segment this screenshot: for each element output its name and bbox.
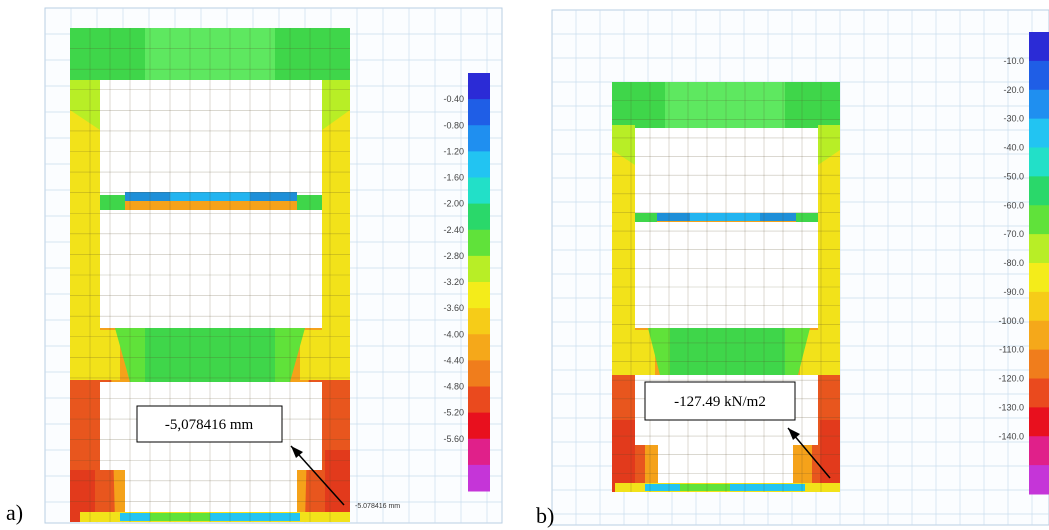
legend-swatch: [468, 308, 490, 335]
legend-tick-label: -20.0: [1003, 85, 1024, 95]
legend-swatch: [468, 464, 490, 492]
legend-swatch: [1029, 465, 1049, 495]
legend-swatch: [1029, 176, 1049, 206]
legend-tick-label: -90.0: [1003, 287, 1024, 297]
legend-tick-label: -60.0: [1003, 200, 1024, 210]
legend-swatch: [468, 438, 490, 466]
legend-tick-label: -4.00: [443, 329, 464, 339]
legend-tick-label: -2.40: [443, 225, 464, 235]
legend-swatch: [468, 151, 490, 178]
legend-tick-label: -70.0: [1003, 229, 1024, 239]
legend-swatch: [1029, 263, 1049, 293]
legend-swatch: [1029, 378, 1049, 408]
legend-tick-label: -140.0: [998, 431, 1024, 441]
panel-label-b: b): [536, 503, 555, 528]
legend-swatch: [468, 73, 490, 100]
legend-swatch: [468, 255, 490, 283]
legend-swatch: [1029, 291, 1049, 322]
color-legend-b: -10.0 -20.0 -30.0 -40.0 -50.0 -60.0 -70.0 -80.0…: [998, 32, 1049, 495]
callout-text-b: -127.49 kN/m2: [674, 394, 766, 410]
legend-tick-label: -5.20: [443, 408, 464, 418]
panel-a: -0.40 -0.80 -1.20 -1.60 -2.00 -2.40 -2.80 -3.20…: [0, 0, 520, 530]
legend-tick-label: -30.0: [1003, 114, 1024, 124]
legend-tick-label: -1.20: [443, 146, 464, 156]
color-legend-a: -0.40 -0.80 -1.20 -1.60 -2.00 -2.40 -2.80 -3.20…: [443, 73, 490, 492]
legend-tick-label: -80.0: [1003, 258, 1024, 268]
legend-tick-label: -1.60: [443, 173, 464, 183]
legend-swatch: [1029, 234, 1049, 264]
legend-swatch: [1029, 205, 1049, 235]
legend-tick-label: -5.60: [443, 434, 464, 444]
legend-swatch: [1029, 89, 1049, 120]
legend-swatch: [1029, 349, 1049, 379]
legend-tick-label: -2.00: [443, 199, 464, 209]
legend-swatch: [1029, 118, 1049, 148]
legend-tick-label: -4.40: [443, 355, 464, 365]
legend-tick-label: -50.0: [1003, 171, 1024, 181]
legend-swatch: [468, 203, 490, 231]
legend-tick-label: -3.60: [443, 303, 464, 313]
callout-box-a: [136, 405, 283, 443]
legend-tick-label: -0.40: [443, 94, 464, 104]
legend-swatch: [468, 177, 490, 205]
structure-b: [612, 82, 840, 492]
legend-swatch: [1029, 320, 1049, 351]
legend-swatch: [468, 229, 490, 257]
legend-swatch: [468, 99, 490, 126]
legend-swatch: [468, 386, 490, 414]
panel-b-figure: -10.0 -20.0 -30.0 -40.0 -50.0 -60.0 -70.0 -80.0…: [551, 9, 1049, 526]
legend-swatch: [468, 334, 490, 361]
structure-a: [70, 28, 350, 522]
callout-arrow-a: [290, 445, 345, 506]
legend-swatch: [1029, 60, 1049, 91]
legend-tick-label: -100.0: [998, 316, 1024, 326]
legend-tick-label: -4.80: [443, 382, 464, 392]
legend-swatch: [1029, 407, 1049, 437]
legend-swatch: [1029, 32, 1049, 62]
legend-swatch: [468, 282, 490, 309]
panel-label-a: a): [6, 500, 24, 525]
legend-tick-label: -110.0: [999, 345, 1024, 355]
legend-swatch: [1029, 147, 1049, 177]
callout-text-a: -5,078416 mm: [165, 417, 254, 433]
legend-tick-label: -3.20: [443, 277, 464, 287]
small-annotation-a: -5.078416 mm: [355, 503, 400, 510]
legend-swatch: [468, 125, 490, 152]
callout-box-b: [644, 381, 796, 421]
legend-tick-label: -0.80: [443, 120, 464, 130]
panel-b: -10.0 -20.0 -30.0 -40.0 -50.0 -60.0 -70.0 -80.0…: [520, 0, 1049, 530]
legend-tick-label: -120.0: [998, 374, 1024, 384]
legend-tick-label: -2.80: [443, 251, 464, 261]
legend-swatch: [468, 412, 490, 440]
legend-tick-label: -130.0: [998, 402, 1024, 412]
legend-swatch: [468, 360, 490, 387]
legend-swatch: [1029, 436, 1049, 466]
legend-tick-label: -40.0: [1003, 143, 1024, 153]
panel-a-figure: -0.40 -0.80 -1.20 -1.60 -2.00 -2.40 -2.80 -3.20…: [44, 7, 503, 524]
legend-tick-label: -10.0: [1003, 56, 1024, 66]
